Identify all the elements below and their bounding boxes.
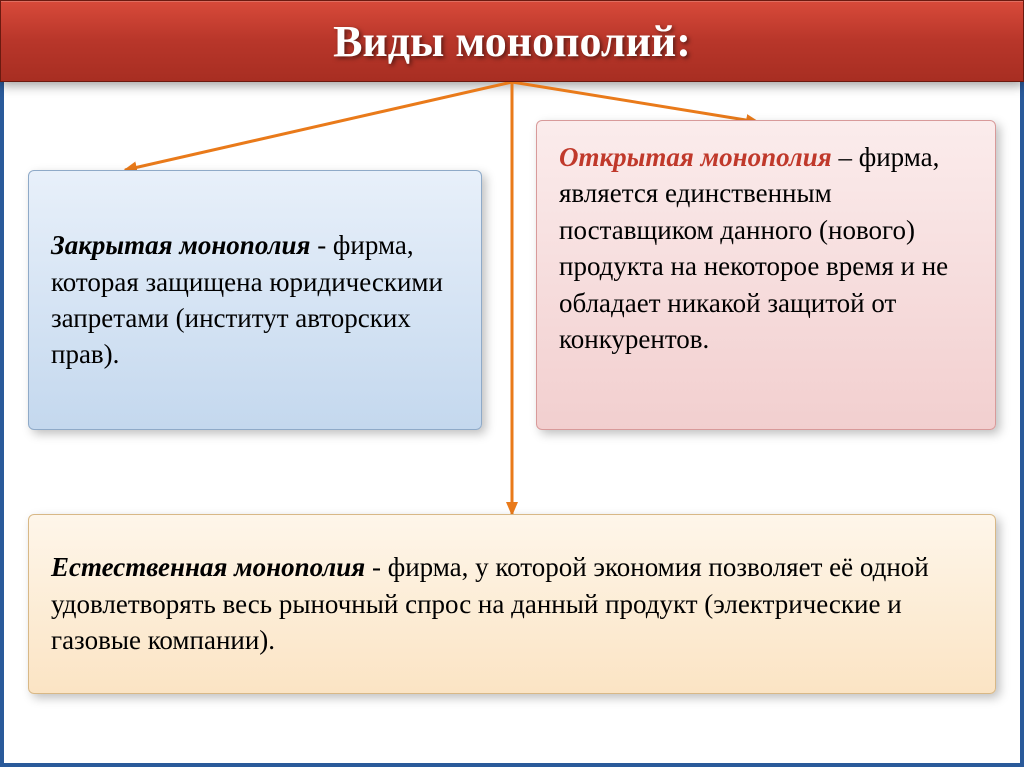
closed-monopoly-text: Закрытая монополия - фирма, которая защи… bbox=[51, 227, 459, 373]
open-monopoly-body: – фирма, является единственным поставщик… bbox=[559, 142, 948, 354]
closed-monopoly-term: Закрытая монополия bbox=[51, 230, 310, 260]
closed-monopoly-box: Закрытая монополия - фирма, которая защи… bbox=[28, 170, 482, 430]
open-monopoly-text: Открытая монополия – фирма, является еди… bbox=[559, 139, 973, 358]
page-title: Виды монополий: bbox=[333, 16, 691, 67]
natural-monopoly-box: Естественная монополия - фирма, у которо… bbox=[28, 514, 996, 694]
natural-monopoly-term: Естественная монополия bbox=[51, 552, 365, 582]
open-monopoly-box: Открытая монополия – фирма, является еди… bbox=[536, 120, 996, 430]
header-bar: Виды монополий: bbox=[0, 0, 1024, 82]
open-monopoly-term: Открытая монополия bbox=[559, 142, 832, 172]
natural-monopoly-text: Естественная монополия - фирма, у которо… bbox=[51, 549, 973, 658]
